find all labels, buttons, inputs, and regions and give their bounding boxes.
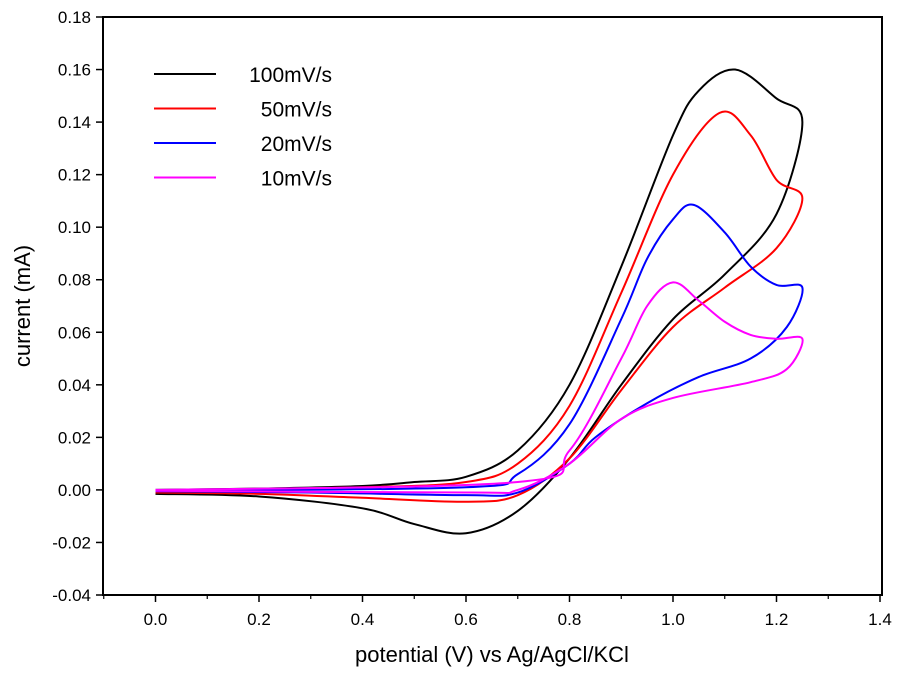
y-axis-label: current (mA) bbox=[10, 245, 35, 367]
x-tick-label: 1.4 bbox=[868, 610, 892, 629]
legend-label: 10mV/s bbox=[261, 168, 332, 191]
y-tick-label: 0.12 bbox=[58, 166, 91, 185]
axes: 0.0 0.2 0.4 0.6 0.8 1.0 1.2 1.4 -0.04 -0.02 0.00 0.… bbox=[52, 8, 892, 629]
x-tick-label: 0.4 bbox=[351, 610, 375, 629]
x-tick-label: 0.0 bbox=[144, 610, 168, 629]
series-line-3 bbox=[155, 281, 804, 494]
curves bbox=[155, 68, 804, 535]
x-tick-label: 0.2 bbox=[247, 610, 271, 629]
legend: 100mV/s 50mV/s 20mV/s 10mV/s bbox=[154, 64, 332, 191]
y-tick-label: 0.04 bbox=[58, 376, 91, 395]
y-tick-label: 0.08 bbox=[58, 271, 91, 290]
y-tick-label: -0.02 bbox=[52, 533, 91, 552]
legend-label: 100mV/s bbox=[249, 64, 332, 87]
x-axis-label: potential (V) vs Ag/AgCl/KCl bbox=[355, 642, 629, 667]
y-tick-label: 0.02 bbox=[58, 428, 91, 447]
plot-frame bbox=[102, 16, 883, 596]
series-line-0 bbox=[155, 68, 804, 535]
y-tick-label: 0.00 bbox=[58, 481, 91, 500]
y-tick-label: 0.14 bbox=[58, 113, 91, 132]
y-tick-label: -0.04 bbox=[52, 586, 91, 605]
y-tick-label: 0.16 bbox=[58, 61, 91, 80]
x-tick-label: 1.0 bbox=[661, 610, 685, 629]
legend-label: 20mV/s bbox=[261, 133, 332, 156]
y-tick-label: 0.06 bbox=[58, 323, 91, 342]
legend-label: 50mV/s bbox=[261, 99, 332, 122]
x-tick-label: 0.8 bbox=[558, 610, 582, 629]
y-tick-label: 0.10 bbox=[58, 218, 91, 237]
series-line-2 bbox=[155, 203, 804, 497]
y-tick-label: 0.18 bbox=[58, 8, 91, 27]
series-line-1 bbox=[155, 110, 804, 503]
x-tick-label: 0.6 bbox=[454, 610, 478, 629]
x-tick-label: 1.2 bbox=[765, 610, 789, 629]
